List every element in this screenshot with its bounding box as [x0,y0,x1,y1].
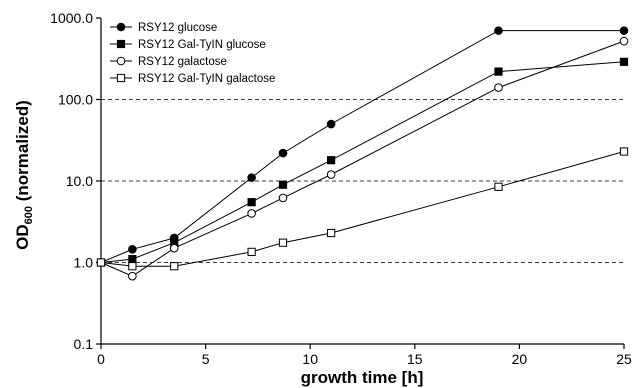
data-point [247,198,256,207]
data-point [170,262,179,271]
y-axis-ticks: 0.1 1.0 10.0 100.0 1000.0 [50,10,101,352]
data-point [247,209,256,218]
y-axis-title-subscript: 600 [23,206,35,224]
y-tick-label: 10.0 [66,173,93,189]
legend-label: RSY12 Gal-TyIN glucose [138,39,266,51]
series-markers [96,26,629,281]
legend-item: RSY12 glucose [110,22,217,34]
data-point [619,36,629,46]
series-line [100,61,625,263]
data-point [494,83,503,92]
data-point [619,57,629,66]
data-point [128,245,137,254]
data-point [278,193,288,203]
legend-marker [116,73,126,83]
legend-label: RSY12 glucose [138,22,217,34]
data-point [327,228,336,238]
legend-item: RSY12 galactose [110,56,227,68]
legend: RSY12 glucose RSY12 Gal-TyIN glucose RSY12… [110,22,275,85]
data-point [96,258,106,267]
legend-item: RSY12 Gal-TyIN galactose [110,73,275,85]
data-point [128,271,137,281]
x-tick-label: 0 [97,351,105,367]
y-axis-title-main: OD [13,224,32,250]
data-point [326,119,336,129]
y-tick-label: 100.0 [58,92,93,108]
y-tick-label: 1000.0 [50,10,93,26]
data-point [619,26,629,35]
data-point [494,26,503,35]
y-axis-title-suffix: (normalized) [13,100,32,206]
legend-label: RSY12 galactose [138,56,227,68]
data-point [494,67,503,76]
series-line [100,30,624,263]
data-point [494,182,503,191]
gridlines [101,99,624,263]
data-point [128,262,137,271]
series-lines [100,30,625,277]
x-axis-title: growth time [h] [301,368,424,387]
y-tick-label: 0.1 [74,336,94,352]
legend-label: RSY12 Gal-TyIN galactose [138,73,275,85]
y-tick-label: 1.0 [74,255,94,271]
x-axis-ticks: 0 5 10 15 20 25 [97,344,632,367]
data-point [326,170,336,179]
data-point [247,173,256,182]
x-tick-label: 20 [512,351,528,367]
x-tick-label: 10 [302,351,318,367]
data-point [169,243,179,253]
data-point [327,156,336,165]
series-line [100,40,625,277]
series-line [100,151,625,267]
data-point [247,247,256,256]
legend-marker [116,39,126,49]
data-point [619,147,629,156]
x-tick-label: 5 [202,351,210,367]
data-point [278,148,288,158]
legend-item: RSY12 Gal-TyIN glucose [110,39,266,51]
legend-marker [116,56,126,66]
data-point [278,180,288,189]
data-point [128,255,137,264]
data-point [278,238,288,247]
x-tick-label: 15 [407,351,423,367]
x-tick-label: 25 [616,351,632,367]
y-axis-title: OD600 (normalized) [13,100,35,250]
legend-marker [116,22,126,32]
